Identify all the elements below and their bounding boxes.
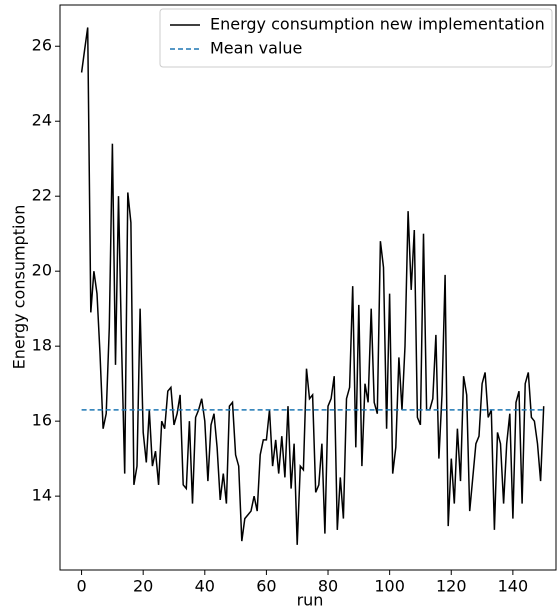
legend-label: Energy consumption new implementation bbox=[210, 15, 545, 34]
y-tick-label: 18 bbox=[32, 336, 52, 355]
y-tick-label: 20 bbox=[32, 261, 52, 280]
y-tick-label: 22 bbox=[32, 186, 52, 205]
y-axis-label: Energy consumption bbox=[10, 205, 29, 370]
x-tick-label: 20 bbox=[133, 577, 153, 596]
x-axis-label: run bbox=[297, 591, 324, 610]
y-tick-label: 26 bbox=[32, 36, 52, 55]
legend-label: Mean value bbox=[210, 39, 302, 58]
x-tick-label: 40 bbox=[195, 577, 215, 596]
plot-frame bbox=[59, 4, 557, 571]
y-tick-label: 24 bbox=[32, 111, 52, 130]
x-tick-label: 60 bbox=[256, 577, 276, 596]
x-tick-label: 140 bbox=[498, 577, 529, 596]
y-tick-label: 14 bbox=[32, 486, 52, 505]
line-series bbox=[80, 27, 545, 545]
x-tick-label: 120 bbox=[436, 577, 467, 596]
y-tick-label: 16 bbox=[32, 411, 52, 430]
x-tick-label: 100 bbox=[374, 577, 405, 596]
x-tick-label: 0 bbox=[76, 577, 86, 596]
legend-box bbox=[159, 8, 553, 68]
x-tick-label: 80 bbox=[318, 577, 338, 596]
